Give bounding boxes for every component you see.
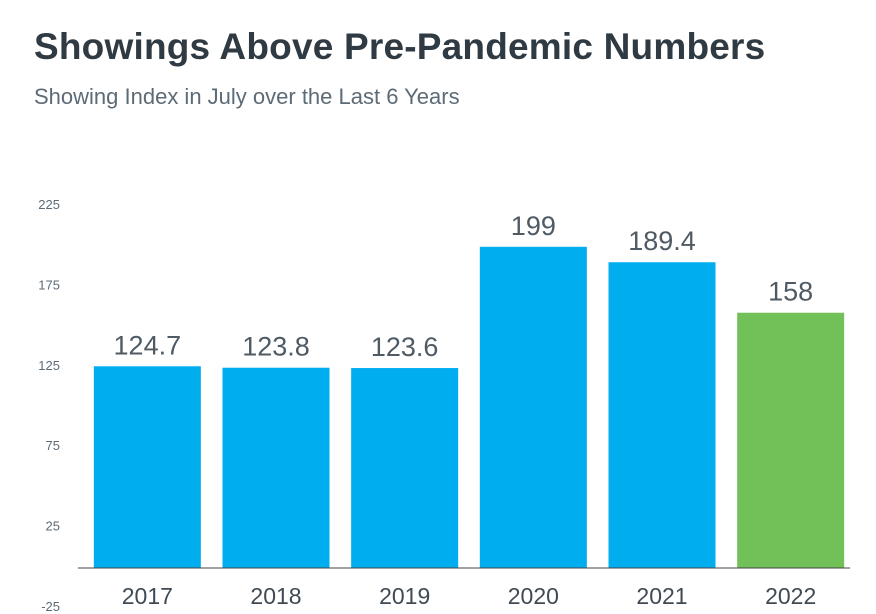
x-tick-label-2020: 2020 xyxy=(508,583,559,609)
x-tick-label-2021: 2021 xyxy=(636,583,687,609)
x-tick-label-2017: 2017 xyxy=(122,583,173,609)
x-tick-label-2022: 2022 xyxy=(765,583,816,609)
bar-2021 xyxy=(608,262,716,568)
bar-2019 xyxy=(351,368,459,568)
y-tick-label: 125 xyxy=(38,358,60,373)
y-axis-ticks: -25 25 75 125 175 225 xyxy=(38,197,60,614)
data-label-2021: 189.4 xyxy=(628,226,696,256)
bar-2018 xyxy=(222,367,330,568)
y-tick-label: 175 xyxy=(38,277,60,292)
data-label-2019: 123.6 xyxy=(371,332,439,362)
y-tick-label: 25 xyxy=(46,519,60,534)
bars xyxy=(93,246,845,569)
data-labels: 124.7 123.8 123.6 199 189.4 158 xyxy=(114,211,814,362)
x-axis-ticks: 2017 2018 2019 2020 2021 2022 xyxy=(122,583,817,609)
y-tick-label: -25 xyxy=(41,599,60,614)
y-tick-label: 75 xyxy=(46,438,60,453)
bar-2022 xyxy=(737,312,845,568)
x-tick-label-2019: 2019 xyxy=(379,583,430,609)
chart-subtitle: Showing Index in July over the Last 6 Ye… xyxy=(34,84,460,109)
data-label-2022: 158 xyxy=(768,277,813,307)
x-tick-label-2018: 2018 xyxy=(250,583,301,609)
data-label-2020: 199 xyxy=(511,211,556,241)
bar-2017 xyxy=(93,366,201,568)
bar-2020 xyxy=(479,246,587,569)
data-label-2017: 124.7 xyxy=(114,330,182,360)
chart-title: Showings Above Pre-Pandemic Numbers xyxy=(34,26,766,67)
data-label-2018: 123.8 xyxy=(242,332,310,362)
y-tick-label: 225 xyxy=(38,197,60,212)
